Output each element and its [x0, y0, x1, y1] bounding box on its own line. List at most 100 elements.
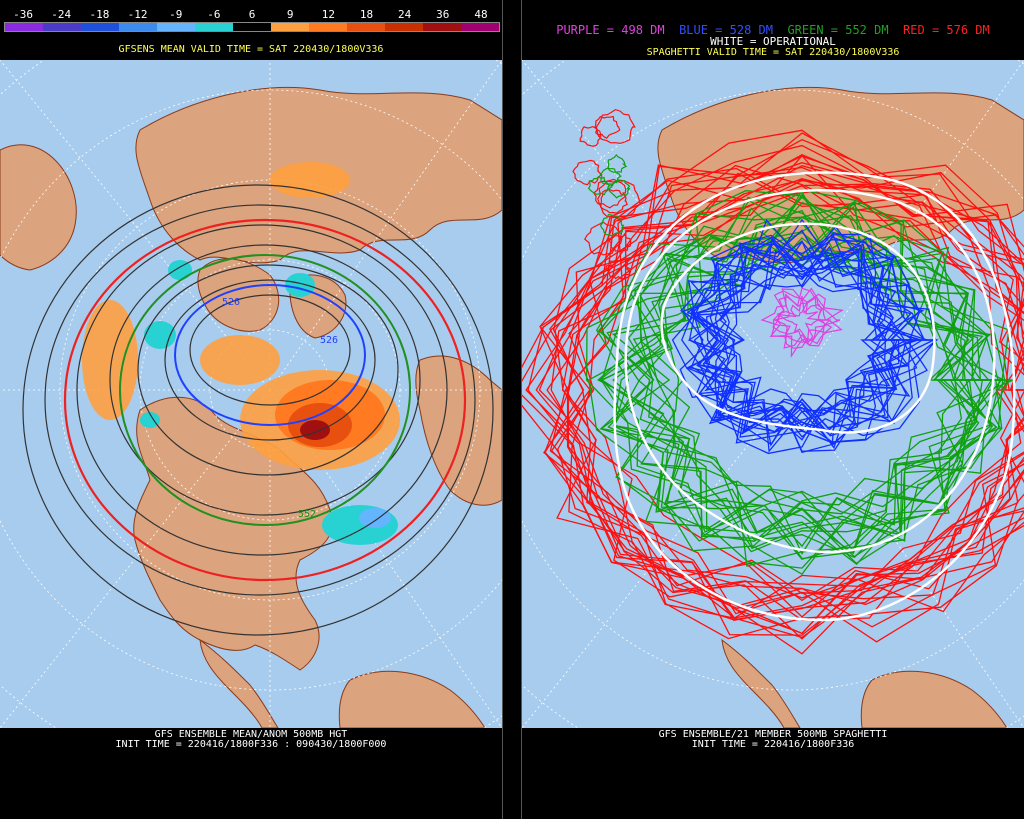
colorbar-swatch	[81, 23, 119, 31]
member-contour	[535, 153, 1024, 599]
colorbar-swatch	[461, 23, 499, 31]
member-contour	[601, 200, 992, 533]
panel-divider	[502, 0, 522, 819]
spaghetti-member-contours	[522, 108, 1024, 655]
contour-576	[63, 218, 467, 582]
member-contour	[522, 178, 1024, 619]
member-contour	[695, 241, 908, 443]
member-contour	[681, 246, 926, 455]
colorbar-swatch	[5, 23, 43, 31]
mean-footer: GFS ENSEMBLE MEAN/ANOM 500MB HGT INIT TI…	[0, 730, 502, 750]
colorbar-swatch	[233, 23, 271, 31]
contour-526	[174, 284, 366, 426]
colorbar-label: -9	[169, 8, 183, 21]
mean-footer-init-time: INIT TIME = 220416/1800F336 : 090430/180…	[115, 739, 387, 750]
member-contour	[522, 155, 1024, 640]
member-contour	[544, 166, 1024, 628]
colorbar-swatch	[271, 23, 309, 31]
member-contour	[592, 178, 627, 209]
member-contour	[597, 201, 998, 566]
member-contour	[608, 233, 632, 253]
member-contour	[639, 201, 1006, 551]
member-contour	[698, 225, 896, 441]
legend-purple: PURPLE = 498 DM	[556, 23, 665, 37]
colorbar-label: -36	[13, 8, 34, 21]
member-contour	[567, 162, 1024, 643]
operational-contours	[613, 171, 1016, 622]
ensemble-mean-panel: -36 -24 -18 -12 -9 -6 6 9 12 18 24 36 48 GFSENS MEAN…	[0, 0, 502, 819]
member-contour	[690, 251, 915, 430]
member-contour	[772, 293, 833, 341]
member-contour	[697, 245, 925, 444]
colorbar-label: 36	[436, 8, 450, 21]
member-contour	[776, 301, 822, 344]
colorbar-swatch	[347, 23, 385, 31]
member-contour	[550, 164, 1024, 621]
spaghetti-footer-title: GFS ENSEMBLE/21 MEMBER 500MB SPAGHETTI	[658, 729, 888, 740]
member-contour	[605, 258, 633, 280]
contour-552	[119, 254, 411, 526]
ensemble-mean-map: 526 526 552	[0, 60, 502, 728]
mean-valid-time-title: GFSENS MEAN VALID TIME = SAT 220430/1800…	[118, 44, 384, 55]
member-contour	[606, 251, 993, 548]
colorbar-label: 6	[248, 8, 256, 21]
member-contour	[760, 287, 844, 349]
colorbar-label: -12	[127, 8, 148, 21]
member-contour	[607, 153, 628, 173]
colorbar-label: 18	[359, 8, 374, 21]
member-contour	[600, 209, 998, 553]
contour-label: 526	[222, 297, 240, 308]
spaghetti-valid-time-title: SPAGHETTI VALID TIME = SAT 220430/1800V3…	[646, 47, 900, 58]
colorbar-swatch	[157, 23, 195, 31]
member-contour	[595, 108, 636, 145]
colorbar-label: -6	[207, 8, 221, 21]
colorbar-label: -18	[89, 8, 110, 21]
spaghetti-legend: PURPLE = 498 DM BLUE = 528 DM GREEN = 55…	[522, 24, 1024, 36]
colorbar-swatch	[43, 23, 81, 31]
member-contour	[681, 233, 937, 452]
lat-lon-grid	[522, 60, 1024, 728]
contour-label: 526	[320, 335, 338, 346]
member-contour	[600, 188, 628, 214]
colorbar-swatches	[4, 22, 500, 32]
colorbar-label: -24	[51, 8, 72, 21]
colorbar-swatch	[309, 23, 347, 31]
legend-green: GREEN = 552 DM	[787, 23, 889, 37]
anomaly-colorbar: -36 -24 -18 -12 -9 -6 6 9 12 18 24 36 48	[4, 8, 500, 32]
mean-footer-title: GFS ENSEMBLE MEAN/ANOM 500MB HGT	[154, 729, 348, 740]
spaghetti-footer-init-time: INIT TIME = 220416/1800F336	[691, 739, 855, 750]
colorbar-label: 48	[474, 8, 488, 21]
member-contour	[599, 213, 625, 237]
member-contour	[539, 129, 1024, 636]
member-contour	[598, 193, 982, 533]
colorbar-label: 9	[286, 8, 294, 21]
spaghetti-panel: PURPLE = 498 DM BLUE = 528 DM GREEN = 55…	[522, 0, 1024, 819]
member-contour	[706, 250, 922, 450]
spaghetti-map	[522, 60, 1024, 728]
member-contour	[770, 290, 841, 358]
colorbar-labels: -36 -24 -18 -12 -9 -6 6 9 12 18 24 36 48	[4, 8, 500, 22]
member-contour	[687, 239, 897, 447]
member-contour	[704, 231, 921, 437]
colorbar-swatch	[119, 23, 157, 31]
member-contour	[594, 115, 621, 139]
member-contour	[588, 191, 1004, 567]
member-contour	[552, 165, 1024, 598]
height-contours	[22, 184, 494, 636]
colorbar-swatch	[385, 23, 423, 31]
contour-label: 552	[298, 509, 316, 520]
colorbar-swatch	[195, 23, 233, 31]
member-contour	[776, 295, 827, 343]
member-contour	[597, 179, 641, 221]
anomaly-shading	[82, 162, 400, 545]
colorbar-label: 24	[398, 8, 412, 21]
member-contour	[595, 189, 1014, 548]
member-contour	[584, 221, 623, 256]
colorbar-swatch	[423, 23, 461, 31]
colorbar-label: 12	[321, 8, 335, 21]
member-contour	[671, 218, 928, 453]
spaghetti-footer: GFS ENSEMBLE/21 MEMBER 500MB SPAGHETTI I…	[522, 730, 1024, 750]
legend-blue: BLUE = 528 DM	[679, 23, 773, 37]
member-contour	[772, 287, 832, 349]
member-contour	[608, 179, 631, 199]
